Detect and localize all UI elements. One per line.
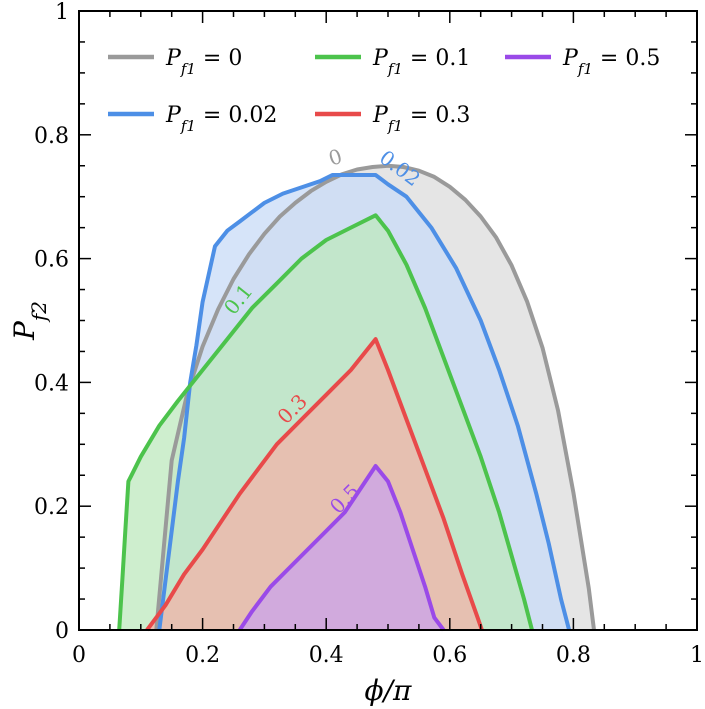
- y-tick-label: 0: [55, 619, 69, 644]
- legend-label-2: Pf1 = 0.1: [372, 46, 470, 78]
- y-tick-label: 0.2: [34, 495, 69, 520]
- y-axis-label-sub: f2: [27, 301, 51, 323]
- x-tick-label: 0.6: [432, 643, 467, 668]
- y-axis-label-main: P: [8, 320, 41, 341]
- x-tick-label: 0: [72, 643, 86, 668]
- series-lines: [117, 163, 596, 632]
- y-tick-label: 1: [55, 0, 69, 25]
- x-tick-label: 0.8: [556, 643, 591, 668]
- y-tick-label: 0.6: [34, 248, 69, 273]
- series-fill-4: [239, 466, 444, 630]
- axis-ticks: [78, 10, 698, 631]
- x-tick-label: 0.2: [185, 643, 220, 668]
- y-axis-label: Pf2: [8, 301, 51, 341]
- y-tick-label: 0.8: [34, 124, 69, 149]
- series-line-2: [117, 213, 534, 631]
- curve-label-0: 0: [326, 144, 345, 171]
- legend-label-0: Pf1 = 0: [165, 46, 242, 78]
- legend-label-3: Pf1 = 0.3: [372, 103, 470, 135]
- series-line-4: [238, 464, 446, 632]
- legend-label-4: Pf1 = 0.5: [562, 46, 660, 78]
- series-line-1: [157, 173, 572, 631]
- x-axis-label: ϕ/π: [365, 674, 413, 707]
- x-tick-label: 0.4: [309, 643, 344, 668]
- tick-labels: 0 0.2 0.4 0.6 0.8 1 0 0.2 0.4 0.6 0.8 1: [34, 0, 704, 668]
- series-line-0: [154, 163, 596, 631]
- legend: Pf1 = 0 Pf1 = 0.02 Pf1 = 0.1 Pf1 = 0.3 Pf1 =…: [108, 46, 660, 135]
- legend-label-1: Pf1 = 0.02: [165, 103, 277, 135]
- series-line-3: [145, 337, 484, 632]
- y-axis-label-group: Pf2: [8, 301, 51, 341]
- area-fills: [119, 165, 595, 631]
- y-tick-label: 0.4: [34, 371, 69, 396]
- x-tick-label: 1: [690, 643, 704, 668]
